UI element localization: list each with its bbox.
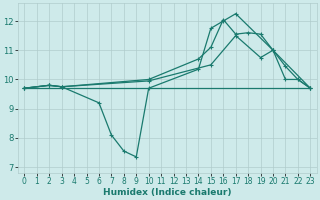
X-axis label: Humidex (Indice chaleur): Humidex (Indice chaleur): [103, 188, 232, 197]
